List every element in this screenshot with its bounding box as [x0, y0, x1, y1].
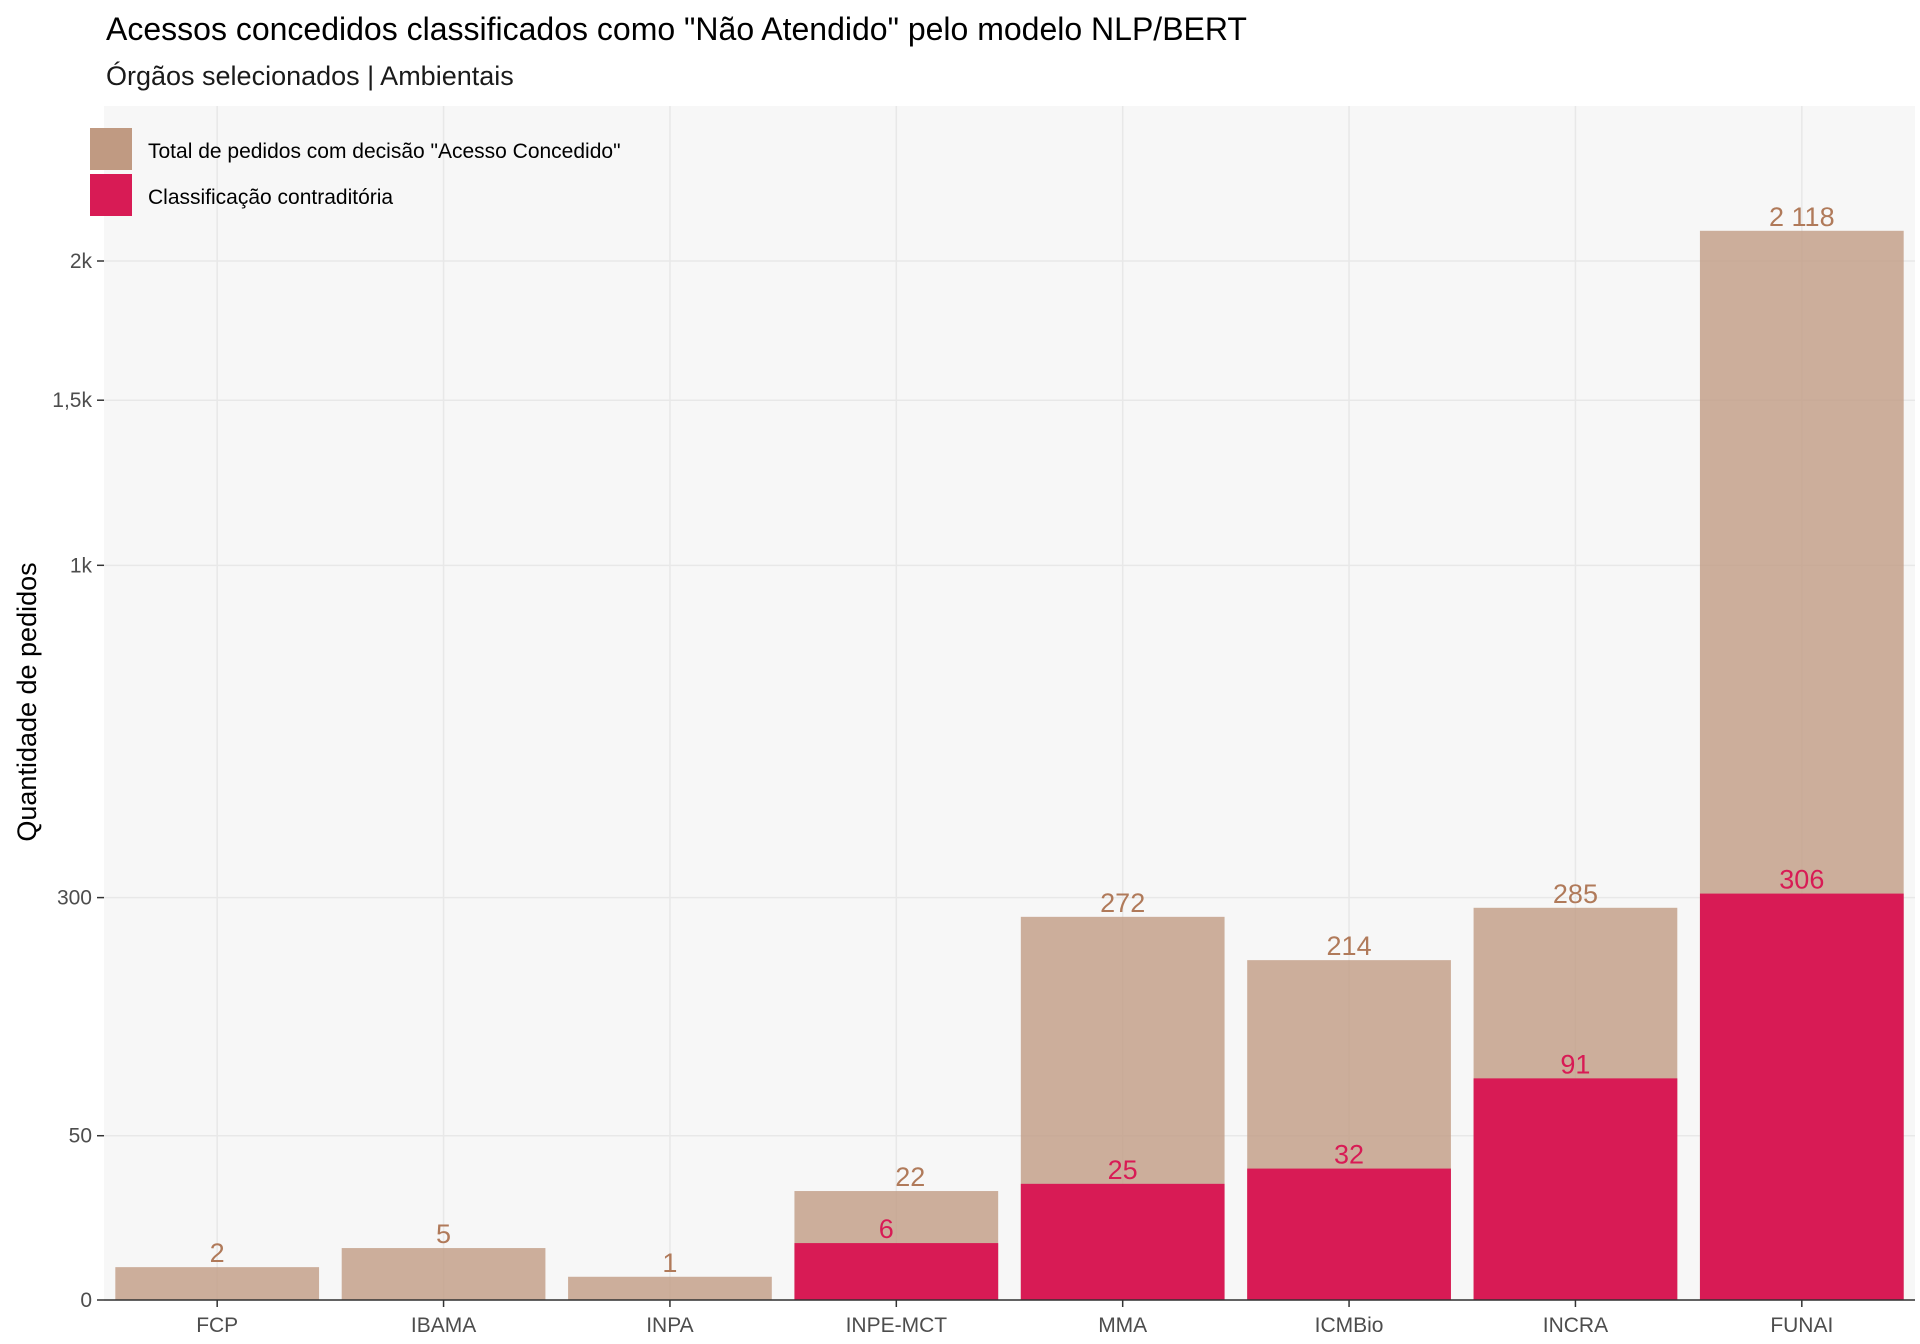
total-value-label: 2 118 — [1769, 202, 1835, 232]
y-tick-label: 1k — [70, 554, 93, 577]
y-axis-label: Quantidade de pedidos — [12, 562, 42, 841]
y-axis-ticks: 0 50 300 1k 1,5k 2k — [52, 250, 104, 1312]
contradictory-value-label: 306 — [1779, 865, 1824, 895]
contradictory-value-labels: 6 25 32 91 306 — [879, 865, 1825, 1244]
total-value-label: 272 — [1100, 888, 1145, 918]
contradictory-value-label: 25 — [1108, 1155, 1138, 1185]
x-tick-label: FCP — [196, 1314, 238, 1337]
contradictory-bar — [1699, 893, 1904, 1300]
contradictory-bar — [1247, 1168, 1451, 1300]
contradictory-bar — [1020, 1183, 1225, 1300]
total-value-label: 1 — [662, 1248, 677, 1278]
legend-swatch-total — [90, 128, 132, 170]
x-tick-label: FUNAI — [1770, 1314, 1833, 1337]
x-axis-ticks: FCP IBAMA INPA INPE-MCT MMA ICMBio INCRA FUNAI — [196, 1300, 1833, 1337]
contradictory-value-label: 6 — [879, 1214, 894, 1244]
y-tick-label: 50 — [69, 1125, 92, 1148]
y-tick-label: 1,5k — [52, 389, 92, 412]
contradictory-bar — [794, 1243, 999, 1300]
legend-swatch-contradictory — [90, 174, 132, 216]
contradictory-value-label: 32 — [1334, 1140, 1364, 1170]
x-tick-label: INCRA — [1543, 1314, 1608, 1337]
x-tick-label: INPE-MCT — [846, 1314, 948, 1337]
total-value-label: 22 — [895, 1162, 925, 1192]
total-value-label: 214 — [1327, 931, 1372, 961]
chart-title: Acessos concedidos classificados como "N… — [106, 11, 1247, 47]
legend: Total de pedidos com decisão "Acesso Con… — [90, 128, 621, 216]
x-tick-label: ICMBio — [1315, 1314, 1384, 1337]
total-value-label: 5 — [436, 1219, 451, 1249]
chart-subtitle: Órgãos selecionados | Ambientais — [106, 60, 514, 91]
legend-label-contradictory: Classificação contraditória — [148, 186, 393, 209]
total-bar — [115, 1267, 320, 1300]
contradictory-bar — [1473, 1078, 1678, 1300]
total-value-label: 285 — [1553, 879, 1598, 909]
legend-label-total: Total de pedidos com decisão "Acesso Con… — [148, 140, 621, 163]
contradictory-bars — [794, 893, 1904, 1300]
contradictory-value-label: 91 — [1560, 1049, 1590, 1079]
y-tick-label: 2k — [70, 250, 93, 273]
x-tick-label: MMA — [1098, 1314, 1147, 1337]
y-tick-label: 0 — [80, 1289, 92, 1312]
total-value-label: 2 — [210, 1238, 225, 1268]
y-tick-label: 300 — [57, 887, 92, 910]
total-bar — [568, 1276, 772, 1300]
x-tick-label: IBAMA — [411, 1314, 476, 1337]
total-bar — [341, 1248, 546, 1300]
x-tick-label: INPA — [646, 1314, 693, 1337]
